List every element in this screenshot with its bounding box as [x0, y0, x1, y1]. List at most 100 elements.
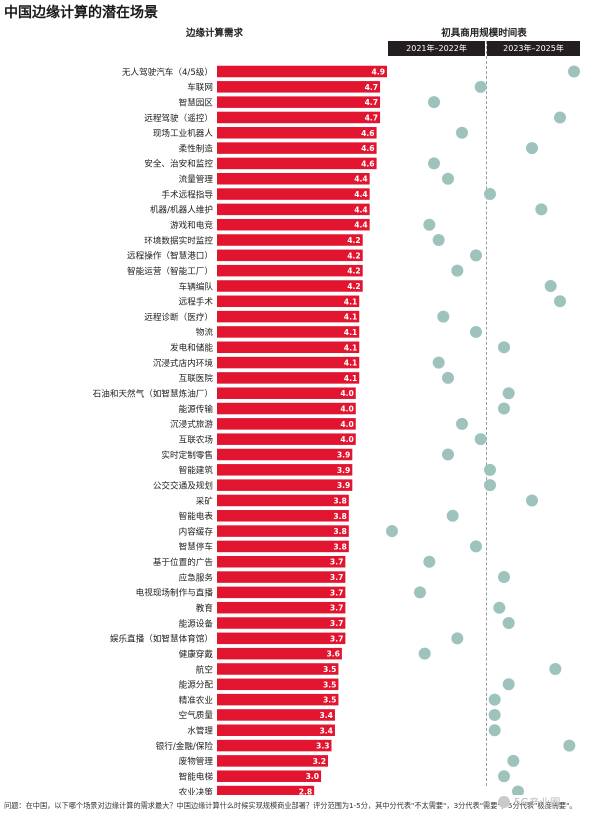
watermark: 5G产业圈	[514, 797, 561, 809]
category-label: 银行/金融/保险	[156, 740, 214, 752]
period-divider	[486, 41, 487, 786]
timeline-dot	[554, 111, 566, 124]
bar	[217, 203, 370, 216]
bar-value-label: 4.0	[340, 420, 353, 429]
category-label: 精准农业	[179, 694, 214, 706]
category-label: 智慧停车	[179, 541, 214, 553]
bar	[217, 188, 370, 200]
bar	[217, 785, 315, 795]
timeline-dot	[535, 203, 548, 216]
category-label: 内容缓存	[179, 525, 214, 537]
bar	[217, 709, 335, 721]
timeline-dot	[568, 65, 580, 78]
bar-value-label: 4.6	[361, 159, 374, 168]
bar-value-label: 3.0	[306, 772, 319, 781]
bar	[217, 663, 339, 675]
bar-value-label: 4.4	[354, 221, 367, 230]
timeline-dot	[451, 264, 464, 277]
timeline-dot	[442, 371, 454, 384]
timeline-dot	[526, 494, 538, 507]
category-label: 采矿	[196, 495, 214, 507]
bar-value-label: 4.9	[372, 68, 385, 77]
timeline-dot	[418, 647, 431, 660]
timeline-dot	[488, 693, 501, 706]
bar	[217, 739, 332, 752]
category-label: 互联医院	[179, 372, 214, 384]
category-label: 智能电表	[179, 510, 214, 522]
bar-value-label: 4.7	[365, 113, 378, 122]
bar-value-label: 4.4	[354, 175, 367, 184]
bar-value-label: 4.1	[344, 313, 357, 322]
category-label: 安全、治安和监控	[144, 158, 213, 170]
bar-value-label: 3.9	[337, 466, 350, 475]
bar	[217, 494, 349, 507]
category-label: 航空	[196, 663, 213, 675]
bar-value-label: 3.3	[316, 742, 329, 751]
category-label: 远程手术	[179, 296, 214, 308]
category-label: 机器/机器人维护	[150, 204, 213, 216]
category-label: 空气质量	[179, 709, 214, 721]
timeline-dot	[474, 80, 487, 93]
bar	[217, 479, 353, 491]
category-label: 智能电梯	[179, 771, 214, 783]
timeline-dot	[498, 402, 510, 415]
bar-value-label: 3.4	[320, 726, 333, 735]
bar	[217, 525, 349, 537]
timeline-dot	[432, 356, 445, 369]
bar	[217, 510, 349, 522]
timeline-dot	[554, 295, 566, 308]
timeline-dot	[451, 632, 464, 645]
timeline-dot	[437, 310, 450, 323]
bar	[217, 571, 346, 583]
timeline-dot	[493, 601, 506, 614]
category-label: 沉浸式店内环境	[153, 357, 214, 369]
bar-value-label: 3.8	[333, 527, 346, 536]
bar	[217, 65, 387, 78]
bar	[217, 770, 322, 782]
bar	[217, 540, 349, 553]
bar	[217, 693, 339, 706]
category-label: 健康穿戴	[179, 648, 214, 660]
category-label: 农业决策	[179, 786, 214, 795]
bar	[217, 555, 346, 568]
bar	[217, 111, 381, 124]
timeline-dot	[456, 126, 468, 139]
timeline-dot	[386, 525, 398, 538]
bar-value-label: 3.5	[323, 665, 336, 674]
category-label: 车辆编队	[179, 280, 214, 292]
timeline-dot	[526, 142, 538, 155]
timeline-dot	[442, 172, 454, 185]
timeline-dot	[498, 571, 510, 584]
category-label: 实时定制零售	[161, 449, 213, 461]
bar	[217, 586, 346, 599]
category-label: 能源设备	[179, 617, 214, 629]
timeline-dot	[544, 279, 557, 292]
bar-value-label: 3.8	[333, 542, 346, 551]
timeline-dot	[414, 586, 426, 599]
chart-area: 无人驾驶汽车（4/5级） 4.9 车联网 4.7 智慧园区 4.7 远程驾驶（遥控） 4.7 现…	[93, 65, 580, 795]
category-label: 远程驾驶（遥控）	[144, 112, 213, 124]
timeline-dot	[428, 96, 440, 109]
timeline-dot	[432, 234, 445, 247]
timeline-dot	[484, 463, 496, 476]
timeline-dot	[456, 417, 468, 430]
bar-value-label: 4.4	[354, 190, 367, 199]
bar-value-label: 2.8	[299, 788, 312, 795]
bar	[217, 724, 335, 737]
timeline-dot	[498, 770, 510, 783]
category-label: 娱乐直播（如智慧体育馆）	[110, 633, 213, 645]
timeline-dot	[563, 739, 576, 752]
timeline-dot	[502, 678, 515, 691]
period-header-2021-2022: 2021年–2022年	[388, 41, 485, 56]
category-label: 远程操作（智慧港口）	[127, 250, 213, 262]
bar	[217, 218, 370, 231]
bar	[217, 295, 360, 308]
demand-column-header: 边缘计算需求	[186, 28, 244, 39]
bar-value-label: 4.7	[365, 83, 378, 92]
category-label: 教育	[196, 602, 214, 614]
timeline-dot	[470, 249, 482, 262]
bar-value-label: 4.1	[344, 328, 357, 337]
category-label: 石油和天然气（如智慧炼油厂）	[93, 388, 213, 400]
timeline-dot	[498, 341, 510, 354]
bar	[217, 678, 339, 691]
